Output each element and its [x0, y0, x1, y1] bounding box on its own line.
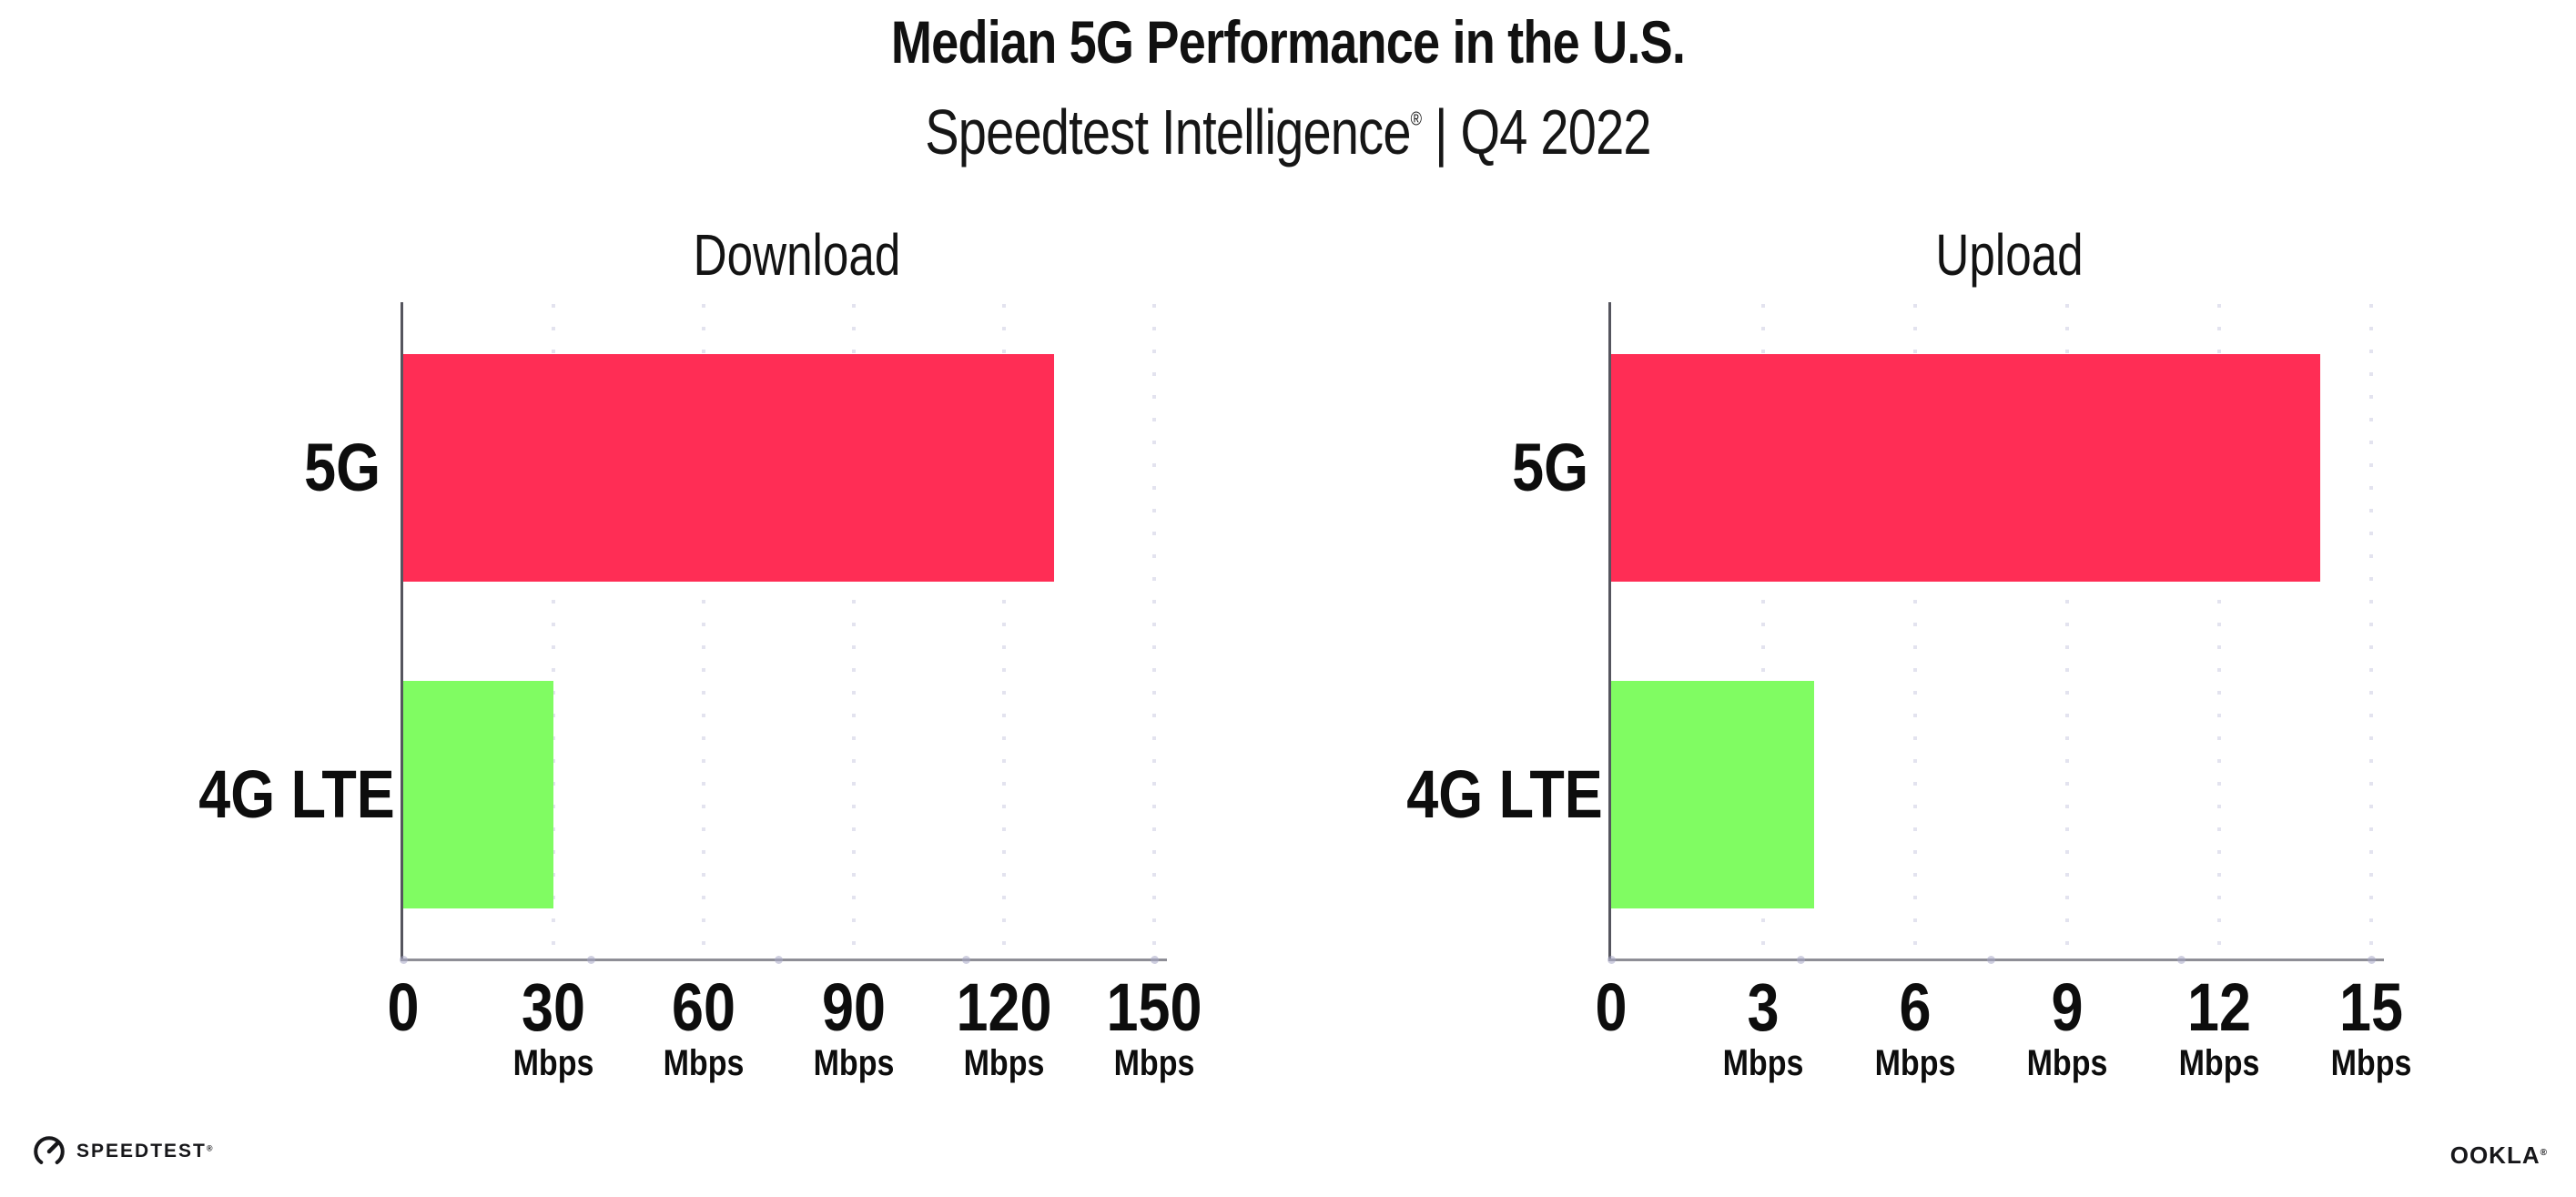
tick-unit-60: Mbps: [663, 1043, 745, 1083]
tick-unit-15: Mbps: [2330, 1043, 2412, 1083]
tick-label-60: 60: [672, 969, 735, 1045]
gridline-15: [2369, 304, 2373, 959]
tick-unit-9: Mbps: [2026, 1043, 2108, 1083]
speedtest-wordmark: SPEEDTEST®: [76, 1141, 213, 1161]
axis-dot: [586, 956, 595, 964]
tick-label-12: 12: [2187, 969, 2251, 1045]
axis-dot: [2176, 956, 2186, 964]
axis-dot: [1150, 956, 1159, 964]
gridline-30: [552, 304, 555, 959]
x-axis-line: [401, 959, 1167, 961]
download-plot-area: 5G 4G LTE 0 30 Mbps 60 Mbps 90 Mbps 120 Mbps 150 Mbp…: [198, 302, 1202, 1083]
gridline-9: [2065, 304, 2069, 959]
tick-label-0: 0: [1595, 969, 1628, 1045]
tick-unit-90: Mbps: [813, 1043, 895, 1083]
speedtest-reg-mark: ®: [206, 1143, 213, 1153]
tick-label-3: 3: [1747, 969, 1780, 1045]
tick-label-9: 9: [2051, 969, 2084, 1045]
speedtest-logo: SPEEDTEST®: [32, 1134, 213, 1169]
axis-dot: [1987, 956, 1995, 964]
tick-unit-150: Mbps: [1113, 1043, 1195, 1083]
tick-unit-6: Mbps: [1874, 1043, 1956, 1083]
axis-dot: [2367, 956, 2376, 964]
subtitle-product: Speedtest Intelligence: [925, 96, 1411, 167]
gridline-60: [702, 304, 705, 959]
gridline-90: [852, 304, 856, 959]
tick-label-6: 6: [1899, 969, 1932, 1045]
axis-dot: [775, 956, 783, 964]
registered-trademark-icon: ®: [1410, 108, 1422, 130]
tick-label-120: 120: [956, 969, 1052, 1045]
upload-plot-area: 5G 4G LTE 0 3 Mbps 6 Mbps 9 Mbps 12 Mbps 15 Mbps: [1406, 302, 2411, 1083]
page-title: Median 5G Performance in the U.S.: [890, 8, 1686, 76]
chart-title-upload: Upload: [1935, 222, 2084, 288]
x-axis-line: [1608, 959, 2384, 961]
tick-label-150: 150: [1106, 969, 1202, 1045]
bar-5g: [403, 353, 1054, 582]
bar-4g-lte: [403, 681, 553, 909]
axis-dot: [1797, 956, 1806, 964]
gridline-120: [1002, 304, 1006, 959]
ookla-logo: OOKLA®: [2450, 1141, 2547, 1170]
bar-4g-lte: [1611, 681, 1814, 909]
axis-dot: [399, 956, 408, 964]
page-subtitle: Speedtest Intelligence® | Q4 2022: [258, 91, 2318, 189]
category-label-5g: 5G: [304, 429, 380, 505]
speedtest-gauge-icon: [34, 1136, 65, 1167]
tick-label-15: 15: [2339, 969, 2403, 1045]
category-label-4g-lte: 4G LTE: [198, 756, 395, 833]
y-axis-line: [401, 302, 403, 959]
subtitle-period: | Q4 2022: [1421, 96, 1652, 167]
tick-label-30: 30: [522, 969, 585, 1045]
tick-unit-30: Mbps: [512, 1043, 594, 1083]
tick-unit-120: Mbps: [963, 1043, 1045, 1083]
category-label-4g-lte: 4G LTE: [1406, 756, 1603, 833]
category-label-5g: 5G: [1512, 429, 1588, 505]
gridline-12: [2217, 304, 2221, 959]
tick-unit-12: Mbps: [2178, 1043, 2260, 1083]
y-axis-line: [1608, 302, 1611, 959]
tick-label-90: 90: [822, 969, 886, 1045]
gridline-150: [1152, 304, 1156, 959]
axis-dot: [1607, 956, 1616, 964]
ookla-reg-mark: ®: [2540, 1148, 2547, 1158]
gridline-6: [1913, 304, 1917, 959]
gridline-3: [1761, 304, 1765, 959]
axis-dot: [962, 956, 971, 964]
bar-5g: [1611, 353, 2321, 582]
ookla-wordmark: OOKLA: [2449, 1141, 2541, 1169]
tick-unit-3: Mbps: [1722, 1043, 1804, 1083]
chart-title-download: Download: [693, 222, 901, 288]
tick-label-0: 0: [387, 969, 420, 1045]
